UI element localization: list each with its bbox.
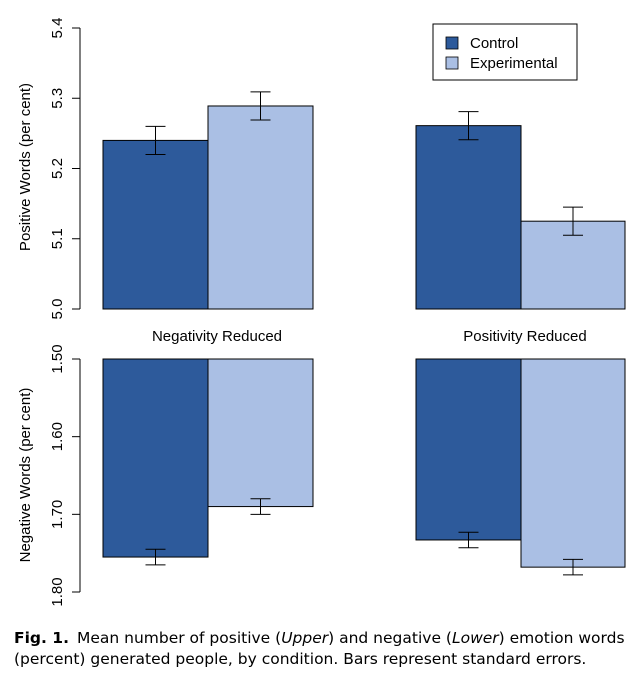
- legend: Control Experimental: [432, 23, 578, 81]
- bar-negative-control-1: [415, 358, 522, 541]
- error-bar-negative-experimental-1: [563, 558, 583, 576]
- category-labels: Negativity Reduced Positivity Reduced: [152, 328, 587, 345]
- error-bar-negative-control-1: [458, 531, 479, 549]
- bar-positive-control-1: [415, 125, 522, 310]
- y-axis-label: Positive Words (per cent): [17, 83, 34, 251]
- bar-positive-control-0: [102, 139, 209, 310]
- legend-label-experimental: Experimental: [470, 55, 558, 72]
- y-tick-label: 1.70: [49, 500, 66, 529]
- y-tick-label: 1.50: [49, 344, 66, 373]
- y-tick-label: 5.0: [49, 299, 66, 320]
- caption-text-3: ) emotion words (percent) generated peop…: [14, 629, 625, 668]
- error-bar-negative-control-0: [145, 548, 166, 566]
- y-tick-label: 1.60: [49, 422, 66, 451]
- y-tick-label: 5.3: [49, 88, 66, 109]
- caption-lower: Lower: [451, 629, 499, 647]
- caption-label: Fig. 1.: [14, 629, 69, 647]
- error-bar-positive-control-1: [458, 111, 479, 141]
- caption-text-1: Mean number of positive (: [76, 629, 282, 647]
- legend-swatch-experimental: [445, 56, 459, 70]
- negative-words-panel: 1.50 1.60 1.70 1.80 Negative Words (per cent…: [17, 344, 626, 607]
- bar-negative-experimental-1: [520, 358, 626, 568]
- error-bar-positive-control-0: [145, 125, 166, 155]
- category-label-1: Positivity Reduced: [463, 328, 586, 345]
- y-tick-label: 5.4: [49, 18, 66, 39]
- bar-positive-experimental-1: [520, 220, 626, 310]
- legend-swatch-control: [445, 36, 459, 50]
- error-bar-negative-experimental-0: [250, 498, 271, 515]
- error-bar-positive-experimental-1: [563, 206, 583, 236]
- bar-negative-experimental-0: [207, 358, 314, 508]
- error-bar-positive-experimental-0: [250, 91, 271, 121]
- figure: 5.0 5.1 5.2 5.3 5.4 Positive Words (per cent)…: [17, 18, 626, 607]
- legend-label-control: Control: [470, 35, 518, 52]
- positive-words-panel: 5.0 5.1 5.2 5.3 5.4 Positive Words (per cent): [17, 18, 626, 320]
- bar-positive-experimental-0: [207, 105, 314, 310]
- bar-negative-control-0: [102, 358, 209, 558]
- y-tick-label: 1.80: [49, 577, 66, 606]
- y-tick-label: 5.2: [49, 158, 66, 179]
- y-tick-label: 5.1: [49, 228, 66, 249]
- figure-caption: Fig. 1. Mean number of positive (Upper) a…: [14, 628, 634, 670]
- category-label-0: Negativity Reduced: [152, 328, 282, 345]
- caption-text-2: ) and negative (: [328, 629, 452, 647]
- caption-upper: Upper: [281, 629, 329, 647]
- y-axis-label: Negative Words (per cent): [17, 388, 34, 563]
- legend-box: [432, 23, 578, 81]
